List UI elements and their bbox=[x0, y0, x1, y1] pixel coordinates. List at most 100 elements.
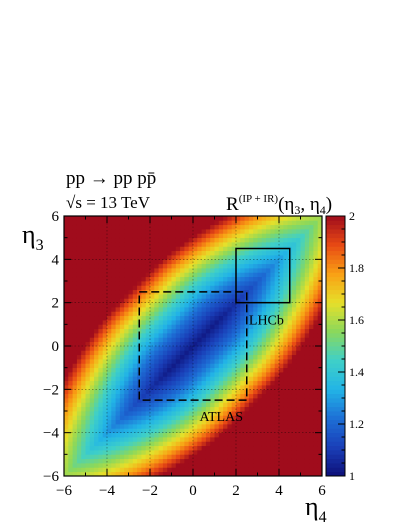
heatmap-cell bbox=[94, 454, 99, 460]
heatmap-cell bbox=[72, 250, 78, 256]
heatmap-cell bbox=[107, 224, 112, 230]
heatmap-cell bbox=[154, 367, 159, 373]
heatmap-cell bbox=[85, 337, 91, 343]
heatmap-cell bbox=[236, 216, 241, 221]
heatmap-cell bbox=[180, 281, 185, 286]
heatmap-cell bbox=[180, 250, 185, 256]
heatmap-cell bbox=[244, 359, 250, 364]
heatmap-cell bbox=[94, 372, 99, 377]
heatmap-cell bbox=[150, 281, 155, 286]
heatmap-cell bbox=[154, 393, 159, 399]
heatmap-cell bbox=[188, 320, 194, 325]
heatmap-cell bbox=[158, 445, 164, 451]
heatmap-cell bbox=[107, 411, 112, 416]
heatmap-cell bbox=[253, 259, 258, 265]
heatmap-cell bbox=[270, 298, 276, 304]
heatmap-cell bbox=[205, 406, 211, 412]
heatmap-cell bbox=[167, 467, 172, 473]
color-bar-band bbox=[326, 432, 345, 438]
heatmap-cell bbox=[231, 424, 237, 429]
heatmap-cell bbox=[313, 259, 319, 265]
heatmap-cell bbox=[253, 272, 258, 278]
heatmap-cell bbox=[115, 229, 121, 234]
heatmap-cell bbox=[184, 406, 190, 412]
heatmap-cell bbox=[85, 437, 91, 442]
heatmap-cell bbox=[184, 471, 190, 477]
heatmap-cell bbox=[244, 229, 250, 234]
heatmap-cell bbox=[188, 307, 194, 312]
heatmap-cell bbox=[150, 246, 155, 252]
heatmap-cell bbox=[89, 255, 95, 260]
heatmap-cell bbox=[98, 458, 104, 464]
heatmap-cell bbox=[231, 294, 237, 299]
heatmap-cell bbox=[253, 458, 258, 464]
heatmap-cell bbox=[223, 406, 228, 412]
heatmap-cell bbox=[283, 328, 288, 334]
heatmap-cell bbox=[223, 242, 228, 247]
heatmap-cell bbox=[214, 307, 220, 312]
heatmap-cell bbox=[236, 242, 241, 247]
heatmap-cell bbox=[257, 463, 263, 468]
heatmap-cell bbox=[253, 415, 258, 421]
heatmap-cell bbox=[162, 311, 168, 317]
heatmap-cell bbox=[115, 467, 121, 473]
heatmap-cell bbox=[223, 328, 228, 334]
heatmap-cell bbox=[119, 220, 125, 226]
heatmap-cell bbox=[309, 350, 314, 356]
heatmap-cell bbox=[261, 419, 267, 425]
heatmap-cell bbox=[227, 432, 233, 438]
heatmap-cell bbox=[188, 315, 194, 321]
heatmap-cell bbox=[76, 315, 82, 321]
heatmap-cell bbox=[115, 328, 121, 334]
heatmap-cell bbox=[107, 458, 112, 464]
heatmap-cell bbox=[102, 259, 108, 265]
heatmap-cell bbox=[167, 259, 172, 265]
heatmap-cell bbox=[227, 233, 233, 239]
heatmap-cell bbox=[279, 272, 284, 278]
heatmap-cell bbox=[81, 263, 86, 269]
heatmap-cell bbox=[154, 294, 159, 299]
heatmap-cell bbox=[227, 346, 233, 351]
heatmap-cell bbox=[287, 471, 293, 477]
heatmap-cell bbox=[223, 224, 228, 230]
heatmap-cell bbox=[300, 259, 306, 265]
heatmap-cell bbox=[158, 224, 164, 230]
heatmap-cell bbox=[115, 268, 121, 273]
color-bar-band bbox=[326, 346, 345, 351]
heatmap-cell bbox=[72, 281, 78, 286]
heatmap-cell bbox=[193, 315, 198, 321]
heatmap-cell bbox=[257, 419, 263, 425]
heatmap-cell bbox=[240, 294, 245, 299]
heatmap-cell bbox=[98, 471, 104, 477]
heatmap-cell bbox=[296, 406, 301, 412]
heatmap-cell bbox=[68, 424, 73, 429]
heatmap-cell bbox=[111, 268, 116, 273]
heatmap-cell bbox=[201, 367, 207, 373]
heatmap-cell bbox=[94, 463, 99, 468]
heatmap-cell bbox=[72, 445, 78, 451]
heatmap-cell bbox=[188, 285, 194, 291]
heatmap-cell bbox=[128, 302, 134, 308]
y-tick-label: −2 bbox=[43, 382, 59, 398]
heatmap-cell bbox=[162, 328, 168, 334]
heatmap-cell bbox=[81, 302, 86, 308]
heatmap-cell bbox=[68, 216, 73, 221]
heatmap-cell bbox=[253, 419, 258, 425]
heatmap-cell bbox=[210, 437, 215, 442]
heatmap-cell bbox=[210, 333, 215, 338]
heatmap-cell bbox=[188, 359, 194, 364]
heatmap-cell bbox=[266, 216, 271, 221]
heatmap-cell bbox=[253, 411, 258, 416]
heatmap-cell bbox=[300, 328, 306, 334]
heatmap-cell bbox=[111, 324, 116, 330]
heatmap-cell bbox=[119, 229, 125, 234]
heatmap-cell bbox=[124, 346, 129, 351]
heatmap-cell bbox=[309, 463, 314, 468]
heatmap-cell bbox=[240, 259, 245, 265]
heatmap-cell bbox=[253, 346, 258, 351]
heatmap-cell bbox=[145, 450, 151, 455]
heatmap-cell bbox=[270, 419, 276, 425]
heatmap-cell bbox=[218, 337, 224, 343]
heatmap-cell bbox=[270, 237, 276, 243]
heatmap-cell bbox=[253, 471, 258, 477]
